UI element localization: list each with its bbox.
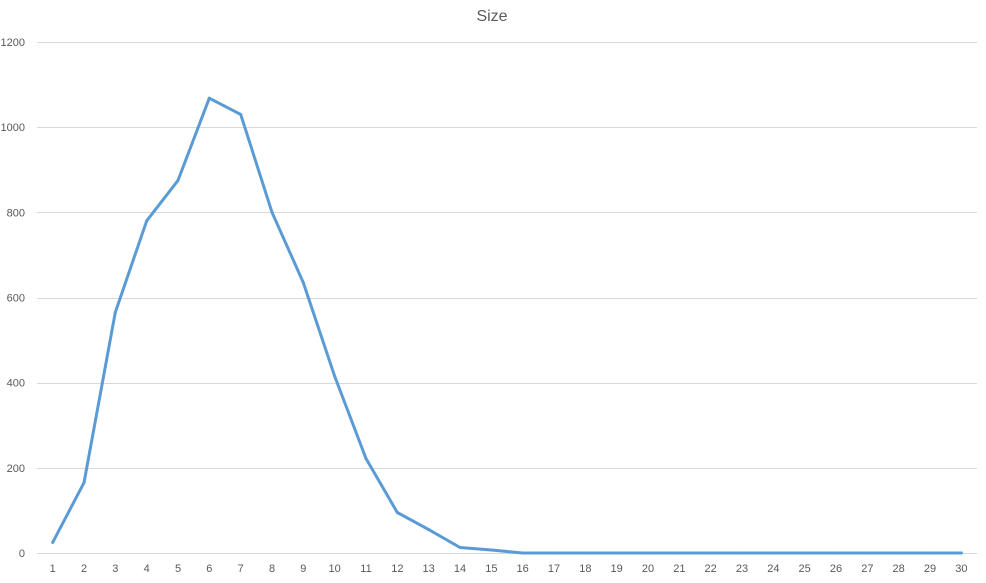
data-point — [489, 548, 493, 552]
y-tick-label: 1000 — [1, 122, 25, 134]
x-tick-label: 19 — [611, 563, 623, 575]
x-tick-label: 22 — [705, 563, 717, 575]
data-point — [176, 178, 180, 182]
x-tick-label: 2 — [81, 563, 87, 575]
data-point — [740, 551, 744, 555]
y-axis-tick-labels: 0 200 400 600 800 1000 1200 — [1, 37, 25, 560]
x-tick-label: 9 — [300, 563, 306, 575]
x-tick-label: 8 — [269, 563, 275, 575]
y-tick-label: 1200 — [1, 37, 25, 49]
series-layer — [51, 96, 963, 555]
data-point — [583, 551, 587, 555]
x-tick-label: 13 — [423, 563, 435, 575]
data-point — [427, 528, 431, 532]
gridlines — [37, 42, 977, 554]
x-tick-label: 3 — [112, 563, 118, 575]
y-tick-label: 200 — [7, 463, 25, 475]
data-point — [364, 457, 368, 460]
data-point — [113, 310, 117, 314]
x-tick-label: 30 — [955, 563, 967, 575]
x-tick-label: 1 — [50, 563, 56, 575]
x-tick-label: 12 — [391, 563, 403, 575]
y-tick-label: 800 — [7, 207, 25, 219]
x-tick-label: 25 — [799, 563, 811, 575]
y-tick-label: 600 — [7, 293, 25, 305]
x-tick-label: 17 — [548, 563, 560, 575]
data-point — [552, 551, 556, 555]
data-point — [615, 551, 619, 555]
data-point — [145, 219, 149, 223]
data-point — [207, 96, 211, 100]
data-point — [646, 551, 650, 555]
x-tick-label: 23 — [736, 563, 748, 575]
x-tick-label: 4 — [144, 563, 150, 575]
data-point — [959, 551, 963, 555]
x-tick-label: 24 — [767, 563, 779, 575]
x-tick-label: 29 — [924, 563, 936, 575]
x-tick-label: 18 — [579, 563, 591, 575]
data-point — [928, 551, 932, 555]
x-tick-label: 14 — [454, 563, 466, 575]
data-point — [771, 551, 775, 555]
data-point — [677, 551, 681, 555]
data-point — [897, 551, 901, 555]
x-tick-label: 21 — [673, 563, 685, 575]
data-point — [82, 481, 86, 485]
x-tick-label: 26 — [830, 563, 842, 575]
x-tick-label: 5 — [175, 563, 181, 575]
x-tick-label: 16 — [517, 563, 529, 575]
x-tick-label: 28 — [893, 563, 905, 575]
data-point — [709, 551, 713, 555]
x-tick-label: 11 — [360, 563, 371, 575]
x-tick-label: 6 — [206, 563, 212, 575]
x-tick-label: 7 — [238, 563, 244, 575]
series-line-0 — [51, 96, 963, 555]
x-tick-label: 27 — [861, 563, 873, 575]
data-point — [865, 551, 869, 555]
x-axis-tick-labels: 1 2 3 4 5 6 7 8 9 10 11 12 13 14 15 16 17 18 19 20 21 22 23 24 2… — [50, 563, 968, 575]
data-point — [521, 551, 525, 555]
data-point — [301, 281, 305, 285]
data-point — [458, 546, 462, 549]
data-point — [395, 511, 399, 514]
y-tick-label: 0 — [19, 548, 25, 560]
x-tick-label: 15 — [485, 563, 497, 575]
data-point — [803, 551, 807, 555]
x-tick-label: 10 — [329, 563, 341, 575]
data-point — [51, 540, 55, 544]
data-point — [834, 551, 838, 555]
y-tick-label: 400 — [7, 378, 25, 390]
x-tick-label: 20 — [642, 563, 654, 575]
data-point — [333, 374, 337, 378]
data-point — [239, 112, 243, 116]
data-point — [270, 210, 274, 214]
chart-title: Size — [476, 8, 507, 25]
